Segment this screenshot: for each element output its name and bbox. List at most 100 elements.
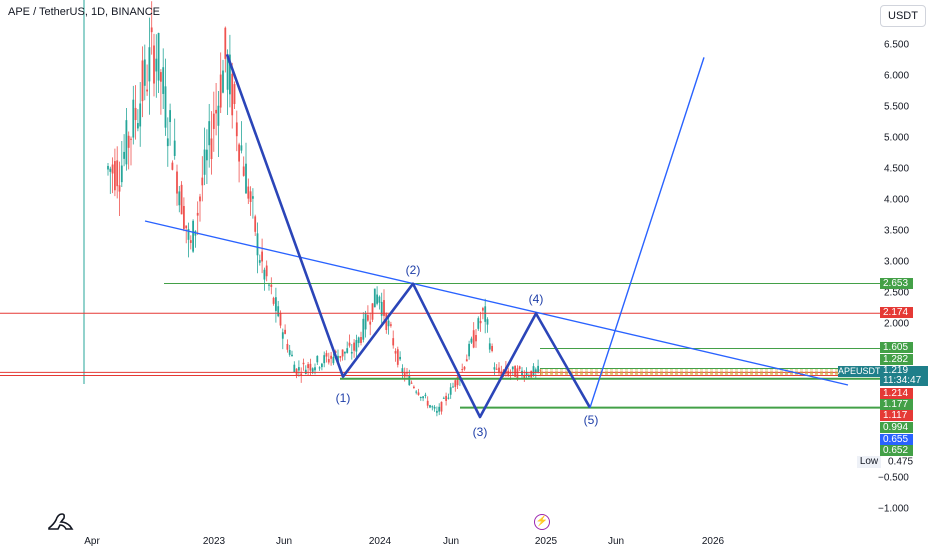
candle-body <box>534 369 537 373</box>
candle-body <box>116 160 119 187</box>
lightning-icon[interactable]: ⚡ <box>534 514 550 530</box>
candle-body <box>371 303 374 320</box>
price-tick: −0.500 <box>878 472 909 484</box>
price-tick: 3.500 <box>884 225 910 237</box>
candle-body <box>309 363 312 371</box>
currency-button[interactable]: USDT <box>880 5 926 27</box>
candle-body <box>123 151 125 159</box>
current-price: 1.219 <box>883 365 909 376</box>
candle-body <box>185 225 188 229</box>
candle-body <box>357 337 360 344</box>
candle-body <box>270 284 273 287</box>
candle-body <box>173 140 176 156</box>
candle-body <box>171 162 174 170</box>
candle-body <box>164 86 167 128</box>
candle-body <box>265 265 268 277</box>
current-price-tag: 1.219 11:34:47 <box>880 366 928 386</box>
trend-line <box>144 220 849 386</box>
candle-body <box>189 240 192 243</box>
candle-body <box>500 371 503 377</box>
candle-body <box>206 149 208 161</box>
candle-body <box>286 343 289 350</box>
candlestick-series <box>107 1 542 417</box>
candle-body <box>530 370 533 378</box>
candle-body <box>323 355 326 364</box>
candle-body <box>380 301 383 316</box>
candle-body <box>215 109 217 114</box>
candle-body <box>525 371 528 376</box>
candle-body <box>155 58 158 72</box>
candle-body <box>334 351 337 353</box>
candle-body <box>387 320 390 327</box>
candle-body <box>224 27 227 59</box>
candle-body <box>509 372 512 374</box>
candle-body <box>528 375 530 377</box>
level-tag-1214: 1.214 <box>880 388 913 399</box>
symbol-title: APE / TetherUS, 1D, BINANCE <box>8 6 161 18</box>
candle-body <box>252 196 254 199</box>
candle-body <box>385 313 388 331</box>
candle-body <box>127 135 130 148</box>
candle-body <box>314 367 316 371</box>
candle-body <box>146 89 148 92</box>
level-tag-0655: 0.655 <box>880 434 913 445</box>
candle-body <box>367 315 369 321</box>
candle-body <box>178 191 181 206</box>
candle-body <box>139 103 142 127</box>
candle-body <box>408 375 411 386</box>
candle-body <box>332 356 335 364</box>
candle-body <box>300 373 303 376</box>
candle-body <box>507 370 510 376</box>
wave-label-4: (4) <box>528 292 544 306</box>
candle-body <box>346 348 349 353</box>
candle-body <box>263 269 266 280</box>
candle-body <box>284 329 286 334</box>
price-tick: 4.500 <box>884 163 910 175</box>
time-tick: 2026 <box>701 536 725 547</box>
candle-body <box>399 356 401 360</box>
candle-body <box>511 366 514 370</box>
candle-body <box>394 351 397 354</box>
candle-body <box>337 355 339 362</box>
candle-body <box>281 332 284 339</box>
time-axis[interactable]: Apr 2023 Jun 2024 Jun 2025 Jun 2026 <box>0 528 860 550</box>
candle-body <box>447 397 450 399</box>
symbol-tag: APEUSDT <box>838 366 881 377</box>
low-value: 0.475 <box>888 456 914 468</box>
candle-body <box>403 373 406 377</box>
price-scale[interactable]: 6.500 6.000 5.500 5.000 4.500 4.000 3.50… <box>860 0 932 528</box>
candle-body <box>341 349 344 357</box>
candle-body <box>463 366 466 370</box>
candle-body <box>169 110 171 123</box>
candle-body <box>518 366 521 369</box>
price-tick: 5.500 <box>884 101 910 113</box>
time-tick: Jun <box>442 536 460 547</box>
candle-body <box>417 392 420 395</box>
candle-body <box>383 300 385 316</box>
candle-body <box>118 185 121 192</box>
candle-body <box>364 313 367 330</box>
candle-body <box>339 355 342 358</box>
candle-body <box>311 368 314 372</box>
candle-body <box>120 165 123 183</box>
candle-body <box>431 406 434 408</box>
level-tag-1117: 1.117 <box>880 410 913 421</box>
time-tick: Apr <box>84 536 100 547</box>
candle-body <box>438 406 441 412</box>
candle-body <box>433 406 436 409</box>
wave-path <box>225 53 592 419</box>
candle-body <box>449 387 452 395</box>
candle-body <box>245 163 247 194</box>
candle-body <box>307 364 309 369</box>
candle-body <box>362 318 365 340</box>
candle-body <box>456 376 459 386</box>
candle-body <box>413 386 415 388</box>
tradingview-logo-icon[interactable] <box>46 508 76 532</box>
candle-body <box>330 355 332 359</box>
candle-body <box>440 401 443 412</box>
candle-body <box>390 324 392 326</box>
candle-body <box>141 60 144 102</box>
candle-body <box>291 354 293 357</box>
candle-body <box>160 72 162 82</box>
